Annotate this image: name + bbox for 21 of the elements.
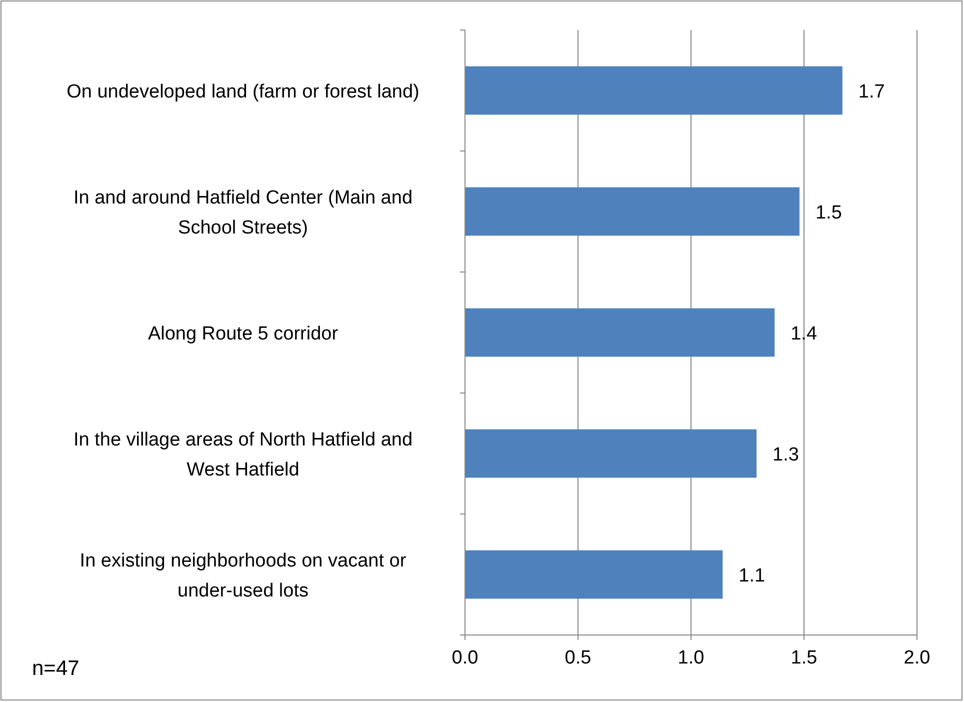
bar [465, 429, 757, 478]
y-tick-label: In existing neighborhoods on vacant or under-used lots [80, 550, 407, 602]
y-tick-label: In and around Hatfield Center (Main and School Streets) [73, 188, 413, 238]
data-label: 1.7 [858, 82, 885, 102]
bar [465, 187, 800, 236]
y-tick-label: Along Route 5 corridor [148, 324, 339, 344]
bar [465, 308, 775, 357]
x-tick-label: 1.5 [790, 647, 818, 668]
x-tick-label: 0.5 [564, 647, 592, 668]
text: n=47 [32, 657, 80, 680]
y-tick-label: In the village areas of North Hatfield and West Hatfield [73, 430, 413, 480]
bar [465, 550, 723, 599]
data-label: 1.3 [772, 444, 799, 466]
data-label: 1.1 [738, 566, 766, 586]
data-label: 1.5 [815, 202, 842, 224]
x-tick-label: 2.0 [904, 647, 930, 668]
data-label: 1.4 [790, 324, 818, 344]
x-tick-label: 0.0 [452, 647, 478, 668]
x-tick-label: 1.0 [678, 647, 704, 668]
bar [465, 66, 842, 115]
y-tick-label: On undeveloped land (farm or forest land) [66, 82, 420, 102]
